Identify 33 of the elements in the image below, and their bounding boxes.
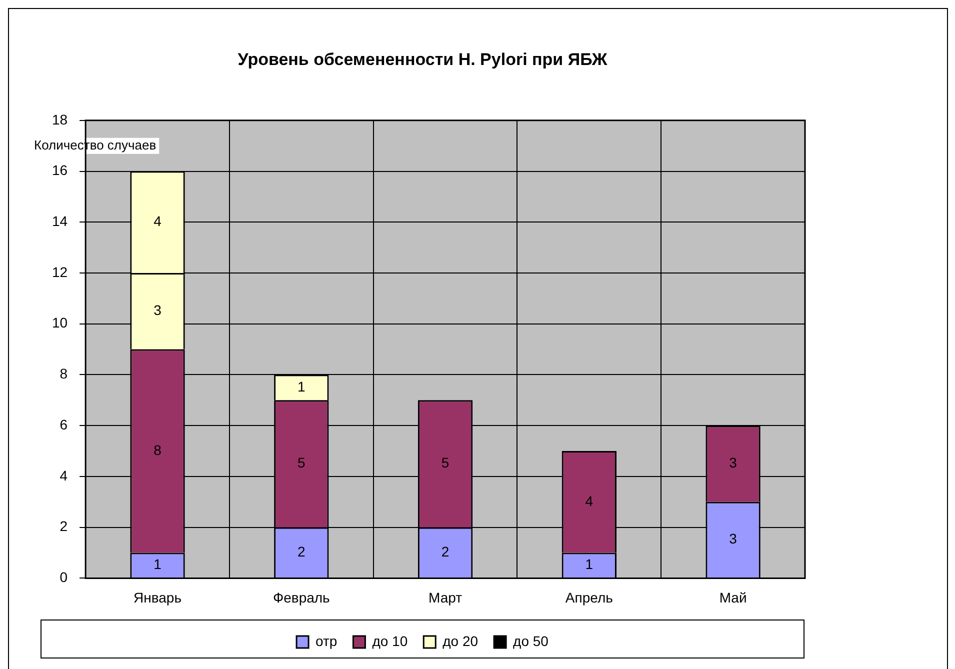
y-tick-label: 16: [52, 162, 68, 178]
data-label: 5: [298, 454, 306, 471]
x-tick-label: Февраль: [272, 589, 330, 606]
chart-title: Уровень обсемененности H. Pylori при ЯБЖ: [238, 50, 608, 69]
data-label: 1: [298, 378, 306, 394]
y-tick-label: 14: [52, 212, 68, 229]
x-tick-label: Март: [428, 589, 463, 606]
x-tick-label: Апрель: [565, 589, 613, 606]
x-tick-label: Май: [719, 589, 747, 606]
y-tick-label: 8: [60, 366, 68, 382]
data-label: 2: [441, 543, 450, 560]
y-tick-label: 6: [60, 416, 68, 432]
data-label: 1: [154, 556, 162, 572]
data-label: 4: [154, 212, 162, 229]
legend-label: до 20: [442, 632, 478, 649]
data-label: 3: [729, 530, 738, 547]
y-tick-label: 12: [52, 264, 68, 280]
y-tick-label: 10: [52, 314, 68, 331]
data-label: 3: [729, 454, 738, 471]
data-label: 3: [154, 302, 162, 318]
y-tick-label: 4: [60, 467, 68, 484]
legend-label: до 10: [372, 632, 408, 649]
data-label: 1: [585, 556, 594, 572]
data-label: 5: [441, 454, 450, 471]
y-tick-label: 18: [52, 111, 68, 128]
data-label: 4: [585, 492, 594, 509]
y-tick-label: 2: [60, 518, 68, 534]
y-tick-label: 0: [60, 569, 68, 586]
x-tick-label: Январь: [134, 589, 182, 606]
data-label: 8: [154, 442, 162, 458]
legend-label: до 50: [513, 632, 549, 649]
data-label: 2: [298, 543, 306, 560]
legend-label: отр: [316, 632, 338, 649]
